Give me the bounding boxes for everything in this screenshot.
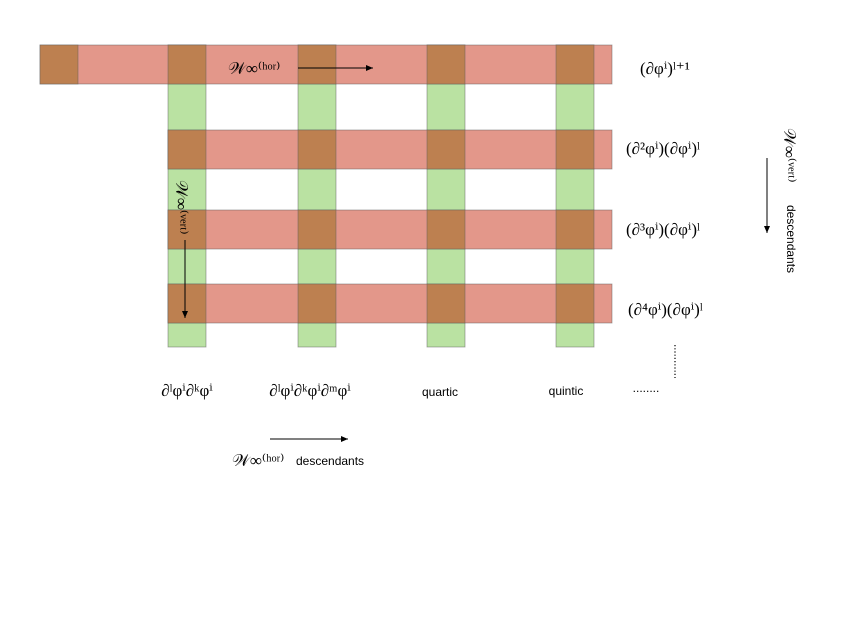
grid — [39, 44, 613, 348]
overlap — [426, 129, 466, 170]
overlap — [555, 283, 595, 324]
horizontal-band — [167, 283, 613, 324]
row-label: (∂φⁱ)ˡ⁺¹ — [640, 59, 690, 78]
overlap — [167, 209, 207, 250]
overlap — [297, 129, 337, 170]
overlap — [39, 44, 79, 85]
arrow-label: 𝒲∞⁽ʰᵒʳ⁾ — [228, 59, 280, 78]
overlap — [555, 209, 595, 250]
column-label: ∂ˡφⁱ∂ᵏφⁱ — [161, 381, 213, 400]
overlap — [555, 44, 595, 85]
column-label: ........ — [633, 381, 660, 395]
column-label: quartic — [422, 385, 458, 399]
overlap — [297, 209, 337, 250]
overlap — [297, 44, 337, 85]
arrow-label: 𝒲∞⁽ᵛᵉʳᵗ⁾ — [780, 128, 799, 183]
overlap — [167, 283, 207, 324]
arrow-label: descendants — [296, 454, 364, 468]
row-label: (∂³φⁱ)(∂φⁱ)ˡ — [626, 220, 700, 239]
horizontal-band — [167, 129, 613, 170]
horizontal-band — [167, 209, 613, 250]
overlap — [167, 44, 207, 85]
arrow-label: descendants — [784, 205, 798, 273]
overlap — [426, 283, 466, 324]
arrow-label: 𝒲∞⁽ʰᵒʳ⁾ — [232, 451, 284, 470]
column-label: ∂ˡφⁱ∂ᵏφⁱ∂ᵐφⁱ — [269, 381, 351, 400]
overlap — [555, 129, 595, 170]
row-label: (∂⁴φⁱ)(∂φⁱ)ˡ — [628, 300, 703, 319]
overlap — [167, 129, 207, 170]
row-label: (∂²φⁱ)(∂φⁱ)ˡ — [626, 139, 700, 158]
column-label: quintic — [549, 384, 584, 398]
overlap — [297, 283, 337, 324]
overlap — [426, 209, 466, 250]
overlap — [426, 44, 466, 85]
arrow-label: 𝒲∞⁽ᵛᵉʳᵗ⁾ — [172, 180, 191, 235]
